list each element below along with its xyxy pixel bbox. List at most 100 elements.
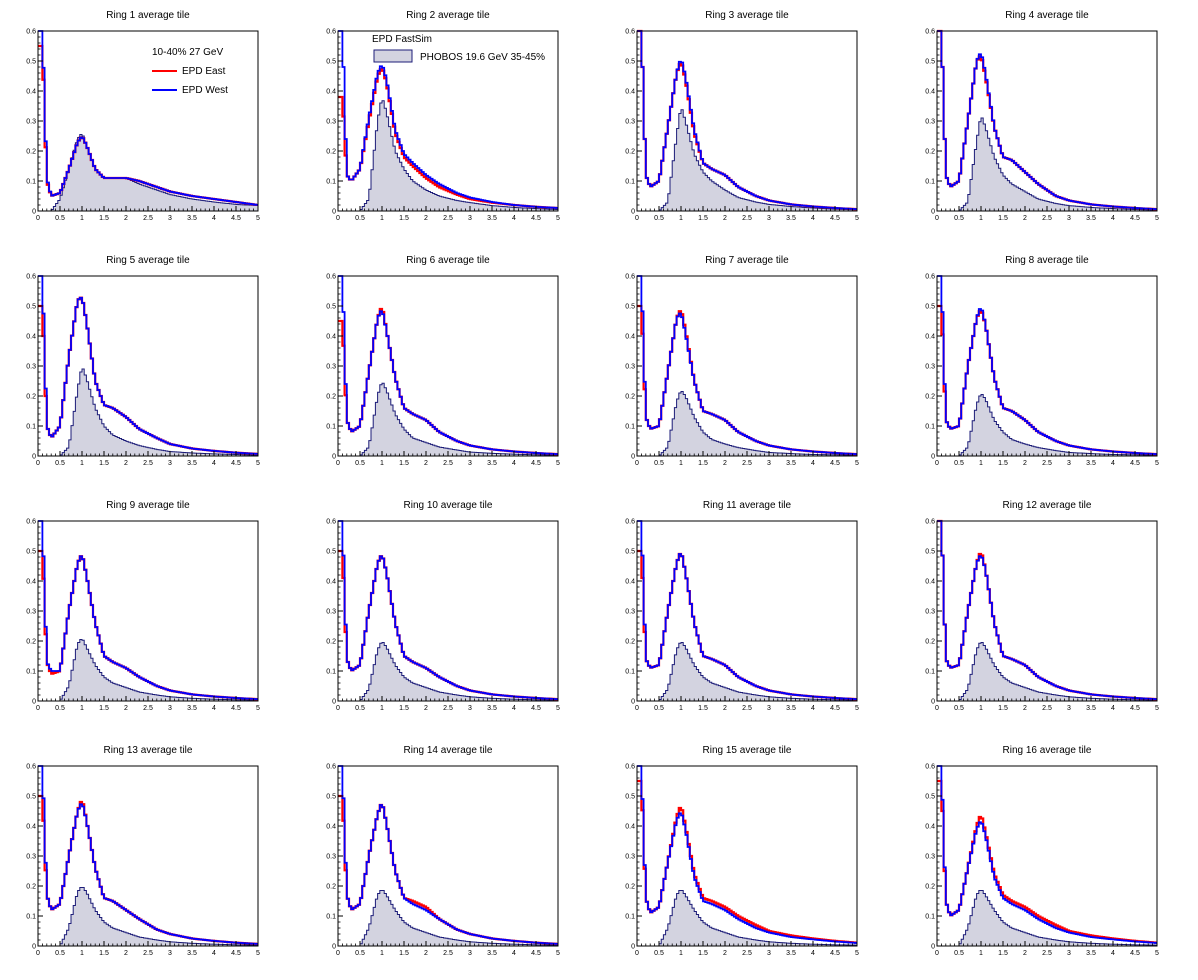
y-tick-label: 0.3 (925, 854, 935, 861)
x-tick-label: 1.5 (998, 950, 1008, 957)
x-tick-label: 5 (855, 705, 859, 712)
x-tick-label: 2.5 (742, 950, 752, 957)
y-tick-label: 0.4 (925, 89, 935, 96)
west-histogram (937, 30, 1157, 211)
legend-header-fastsim: EPD FastSim (372, 34, 432, 45)
y-tick-label: 0.2 (925, 394, 935, 401)
phobos-fill (38, 134, 258, 211)
y-tick-label: 0.2 (925, 884, 935, 891)
x-tick-label: 1 (679, 460, 683, 467)
x-tick-label: 4 (212, 460, 216, 467)
panel-ring-5: Ring 5 average tile 0 0.5 1 1.5 2 2.5 3 3.5 4 4.5 5… (26, 255, 260, 467)
y-tick-label: 0.6 (326, 29, 336, 36)
x-tick-label: 1 (979, 705, 983, 712)
x-tick-label: 1.5 (399, 705, 409, 712)
y-tick-label: 0.6 (26, 274, 36, 281)
panel-ring-8: Ring 8 average tile 0 0.5 1 1.5 2 2.5 3 3.5 4 4.5 5… (925, 255, 1159, 467)
x-tick-label: 2.5 (143, 215, 153, 222)
y-tick-label: 0.3 (326, 364, 336, 371)
x-tick-label: 5 (556, 460, 560, 467)
y-tick-label: 0.6 (26, 764, 36, 771)
x-tick-label: 4 (811, 215, 815, 222)
legends-layer: 10-40% 27 GeV EPD East EPD West EPD Fast… (152, 34, 545, 96)
x-tick-label: 3 (168, 950, 172, 957)
y-tick-label: 0.4 (625, 89, 635, 96)
x-tick-label: 4 (512, 705, 516, 712)
x-tick-label: 3.5 (1086, 950, 1096, 957)
y-tick-label: 0.2 (625, 149, 635, 156)
x-tick-label: 2.5 (742, 705, 752, 712)
phobos-histogram (338, 100, 558, 212)
x-tick-label: 1 (679, 705, 683, 712)
x-tick-label: 0.5 (355, 705, 365, 712)
x-tick-label: 5 (855, 215, 859, 222)
y-tick-label: 0.4 (625, 824, 635, 831)
phobos-fill (338, 890, 558, 946)
legend-fastsim: EPD FastSim PHOBOS 19.6 GeV 35-45% (372, 34, 545, 63)
x-tick-label: 1 (380, 950, 384, 957)
x-tick-label: 2 (1023, 950, 1027, 957)
x-tick-label: 1 (80, 215, 84, 222)
west-histogram (937, 765, 1157, 944)
x-tick-label: 0 (336, 215, 340, 222)
plot-frame (936, 275, 1158, 457)
x-tick-label: 1 (979, 460, 983, 467)
phobos-fill (38, 639, 258, 701)
x-tick-label: 0 (36, 460, 40, 467)
phobos-fill (338, 383, 558, 456)
panel-ring-1: Ring 1 average tile 0 0.5 1 1.5 2 2.5 3 3.5 4 4.5 5… (26, 10, 260, 222)
x-tick-label: 3 (168, 705, 172, 712)
phobos-fill (38, 369, 258, 456)
y-tick-label: 0.1 (925, 179, 935, 186)
x-tick-label: 1.5 (399, 215, 409, 222)
west-histogram (637, 275, 857, 456)
y-tick-label: 0.6 (625, 274, 635, 281)
x-tick-label: 5 (1155, 215, 1159, 222)
y-tick-label: 0 (32, 944, 36, 951)
x-tick-label: 2 (124, 950, 128, 957)
x-tick-label: 3.5 (786, 950, 796, 957)
x-tick-label: 2 (424, 705, 428, 712)
y-tick-label: 0.5 (26, 59, 36, 66)
y-tick-label: 0.2 (326, 394, 336, 401)
x-tick-label: 0 (935, 460, 939, 467)
x-tick-label: 0.5 (954, 950, 964, 957)
x-tick-label: 2.5 (143, 460, 153, 467)
y-tick-label: 0.2 (26, 884, 36, 891)
x-tick-label: 2.5 (1042, 705, 1052, 712)
x-tick-label: 0.5 (654, 705, 664, 712)
y-tick-label: 0.5 (925, 304, 935, 311)
x-tick-label: 4 (811, 950, 815, 957)
y-tick-label: 0 (931, 944, 935, 951)
x-tick-label: 4.5 (830, 705, 840, 712)
x-tick-label: 4.5 (1130, 705, 1140, 712)
west-histogram (338, 30, 558, 209)
x-tick-label: 4 (1111, 215, 1115, 222)
x-tick-label: 1 (80, 950, 84, 957)
x-tick-label: 2 (424, 460, 428, 467)
x-tick-label: 1 (380, 705, 384, 712)
x-tick-label: 4.5 (830, 950, 840, 957)
y-tick-label: 0.1 (326, 179, 336, 186)
x-tick-label: 3 (468, 950, 472, 957)
y-tick-label: 0 (32, 454, 36, 461)
panel-ring-4: Ring 4 average tile 0 0.5 1 1.5 2 2.5 3 3.5 4 4.5 5… (925, 10, 1159, 222)
x-tick-label: 4.5 (1130, 460, 1140, 467)
y-tick-label: 0.3 (925, 609, 935, 616)
x-tick-label: 0.5 (954, 460, 964, 467)
y-tick-label: 0.2 (925, 149, 935, 156)
x-tick-label: 1.5 (698, 460, 708, 467)
x-tick-label: 3 (767, 215, 771, 222)
x-tick-label: 5 (256, 950, 260, 957)
phobos-fill (637, 109, 857, 211)
legend-label-east: EPD East (182, 66, 226, 77)
panel-ring-9: Ring 9 average tile 0 0.5 1 1.5 2 2.5 3 3.5 4 4.5 5… (26, 500, 260, 712)
x-tick-label: 4 (212, 215, 216, 222)
x-tick-label: 0.5 (355, 460, 365, 467)
x-tick-label: 1.5 (698, 215, 708, 222)
x-tick-label: 5 (256, 460, 260, 467)
x-tick-label: 0.5 (654, 460, 664, 467)
y-tick-label: 0.5 (625, 549, 635, 556)
x-tick-label: 4 (1111, 705, 1115, 712)
x-tick-label: 2.5 (742, 460, 752, 467)
